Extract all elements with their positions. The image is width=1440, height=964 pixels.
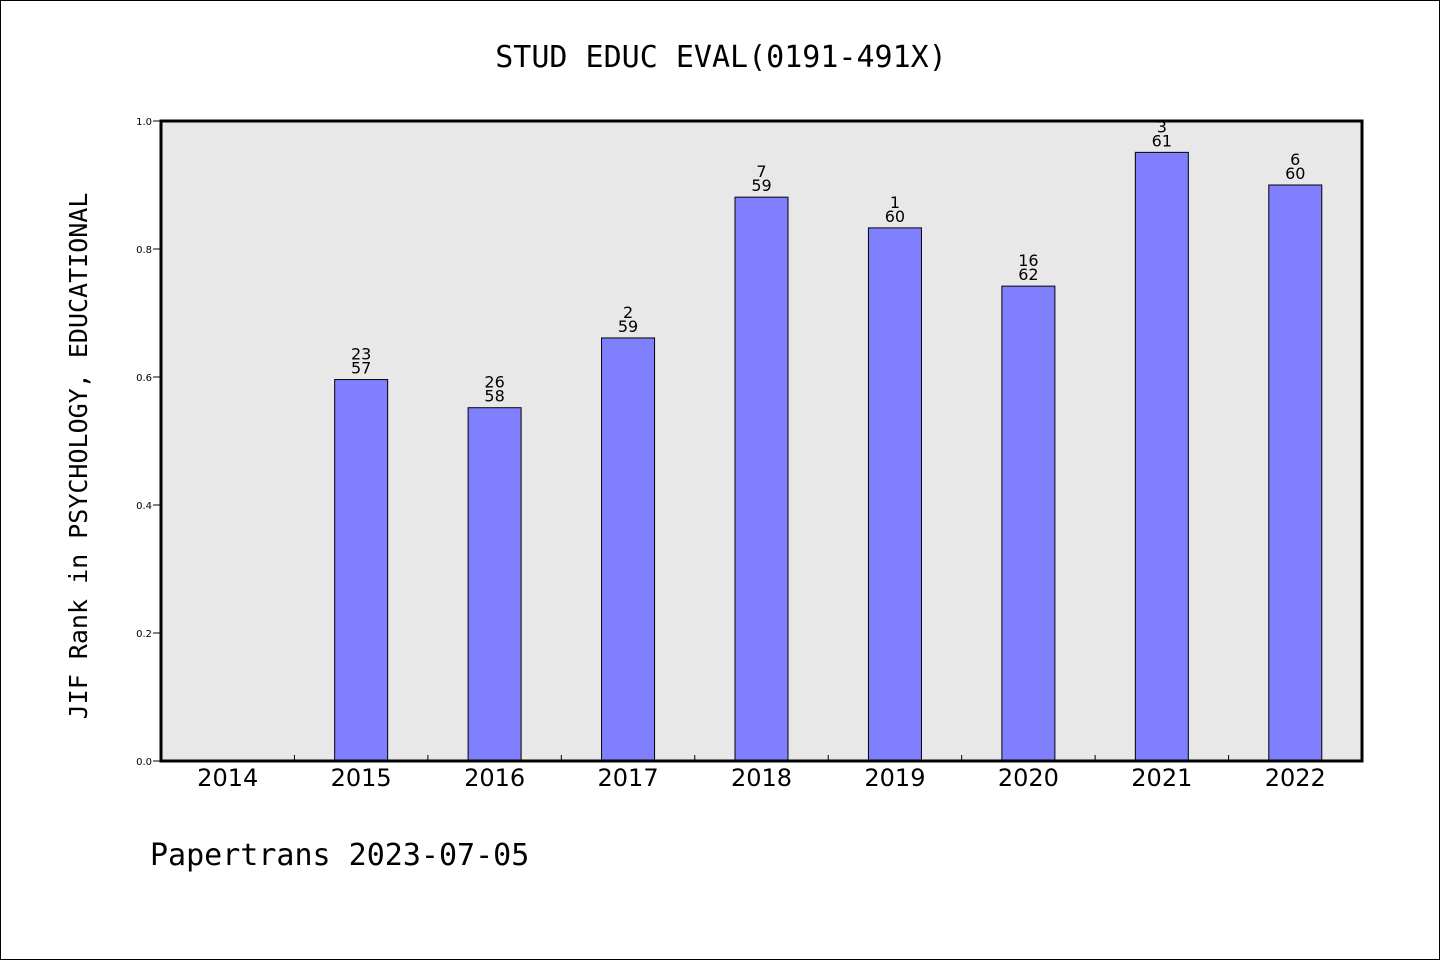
bar-rank-label: 1 — [890, 193, 900, 212]
bar-total-label: 61 — [1152, 131, 1172, 150]
bar-rank-label: 23 — [351, 345, 371, 364]
y-axis: 0.0 0.2 0.4 0.6 0.8 1.0 — [136, 117, 161, 768]
x-axis: 2014 2015 2016 2017 2018 2019 2020 2021 2022 — [197, 755, 1326, 792]
bar-2015 — [334, 379, 389, 762]
bar-total-label: 60 — [1285, 164, 1305, 183]
bar-2017 — [601, 337, 656, 762]
x-tick-label: 2018 — [731, 764, 792, 792]
bars-group — [334, 151, 1323, 762]
bar-2016 — [467, 407, 522, 762]
bar-total-label: 60 — [885, 207, 905, 226]
bar-rank-label: 2 — [623, 303, 633, 322]
x-tick-label: 2017 — [598, 764, 659, 792]
bar-total-label: 58 — [484, 387, 504, 406]
x-tick-label: 2022 — [1265, 764, 1326, 792]
bar-2021 — [1134, 151, 1189, 762]
bar-rank-label: 26 — [484, 373, 504, 392]
x-tick-label: 2019 — [864, 764, 925, 792]
y-tick-label: 0.6 — [136, 373, 152, 384]
footer-text: Papertrans 2023-07-05 — [150, 838, 529, 873]
x-tick-label: 2020 — [998, 764, 1059, 792]
bar-total-label: 59 — [751, 176, 771, 195]
x-tick-label: 2015 — [331, 764, 392, 792]
bar-rank-label: 6 — [1290, 150, 1300, 169]
bar-2020 — [1001, 285, 1056, 762]
bar-2022 — [1268, 184, 1323, 762]
x-tick-label: 2021 — [1131, 764, 1192, 792]
bar-total-label: 59 — [618, 317, 638, 336]
x-tick-label: 2016 — [464, 764, 525, 792]
y-tick-label: 1.0 — [136, 117, 152, 128]
y-tick-label: 0.2 — [136, 629, 152, 640]
x-tick-label: 2014 — [197, 764, 258, 792]
plot-border — [159, 119, 1364, 763]
bar-rank-label: 3 — [1157, 117, 1167, 136]
bar-2018 — [734, 196, 789, 762]
y-axis-label: JIF Rank in PSYCHOLOGY, EDUCATIONAL — [64, 193, 93, 720]
chart-title: STUD EDUC EVAL(0191-491X) — [495, 40, 947, 75]
bar-rank-label: 16 — [1018, 251, 1038, 270]
y-tick-label: 0.0 — [136, 757, 152, 768]
bar-total-label: 57 — [351, 359, 371, 378]
y-tick-label: 0.8 — [136, 245, 152, 256]
bar-total-label: 62 — [1018, 265, 1038, 284]
y-tick-label: 0.4 — [136, 501, 152, 512]
bar-rank-label: 7 — [756, 162, 766, 181]
bar-2019 — [867, 227, 922, 762]
